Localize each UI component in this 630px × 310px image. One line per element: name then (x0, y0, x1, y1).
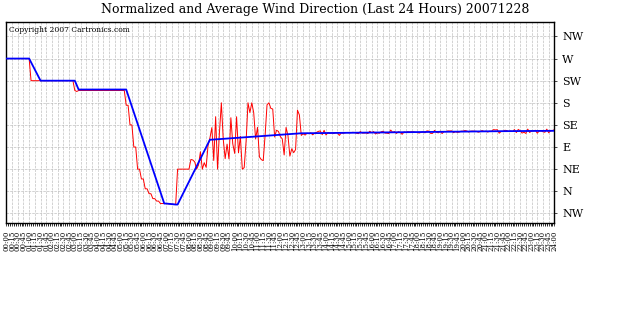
Text: Copyright 2007 Cartronics.com: Copyright 2007 Cartronics.com (9, 26, 130, 34)
Text: Normalized and Average Wind Direction (Last 24 Hours) 20071228: Normalized and Average Wind Direction (L… (101, 3, 529, 16)
